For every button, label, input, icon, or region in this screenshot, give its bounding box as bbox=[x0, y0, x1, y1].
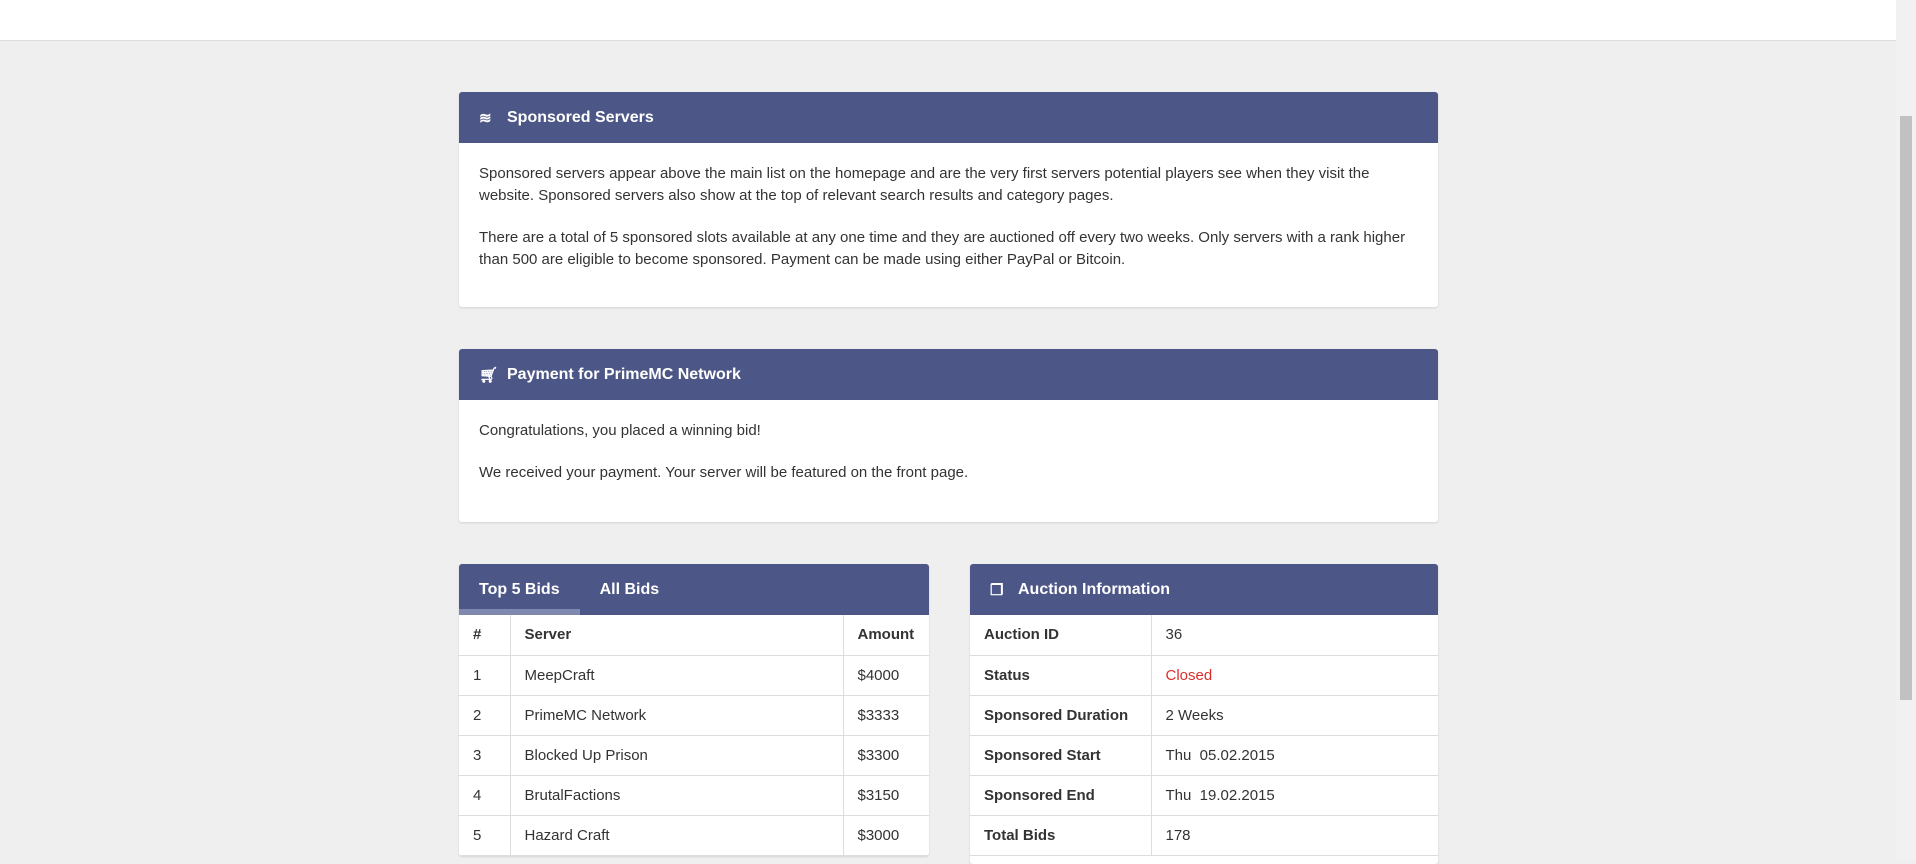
table-row: 3 Blocked Up Prison $3300 bbox=[459, 735, 929, 776]
bids-tabs: Top 5 Bids All Bids bbox=[459, 564, 929, 615]
amount: $4000 bbox=[842, 655, 929, 696]
server-name: Hazard Craft bbox=[509, 815, 843, 856]
table-row: 1 MeepCraft $4000 bbox=[459, 655, 929, 696]
info-value: 2 Weeks bbox=[1150, 695, 1438, 736]
panel-header: 🛒︎ Payment for PrimeMC Network bbox=[459, 349, 1438, 400]
tab-top-5-bids[interactable]: Top 5 Bids bbox=[459, 564, 580, 615]
server-name: Blocked Up Prison bbox=[509, 735, 843, 776]
table-header-row: # Server Amount bbox=[459, 615, 929, 656]
info-value: Thu 19.02.2015 bbox=[1150, 775, 1438, 816]
rank: 2 bbox=[459, 695, 510, 736]
layers-icon: ≋ bbox=[479, 109, 492, 127]
column-header: Server bbox=[509, 615, 843, 656]
info-value: 178 bbox=[1150, 815, 1438, 856]
tab-all-bids[interactable]: All Bids bbox=[599, 580, 660, 598]
cart-add-icon: 🛒︎ bbox=[479, 366, 499, 384]
info-label: Sponsored Duration bbox=[970, 695, 1151, 736]
paragraph: There are a total of 5 sponsored slots a… bbox=[479, 229, 1406, 268]
info-label: Total Bids bbox=[970, 815, 1151, 856]
sponsored-servers-panel: ≋ Sponsored Servers Sponsored servers app… bbox=[459, 92, 1438, 307]
rank: 1 bbox=[459, 655, 510, 696]
info-label: Sponsored Start bbox=[970, 735, 1151, 776]
panel-title: Payment for PrimeMC Network bbox=[507, 365, 741, 383]
panel-header: ❐ Auction Information bbox=[970, 564, 1438, 615]
rank: 3 bbox=[459, 735, 510, 776]
info-label: Sponsored End bbox=[970, 775, 1151, 816]
panel-header: ≋ Sponsored Servers bbox=[459, 92, 1438, 143]
status-value: Closed bbox=[1150, 655, 1438, 696]
amount: $3333 bbox=[842, 695, 929, 736]
info-row: Total Bids 178 bbox=[970, 815, 1438, 856]
copy-icon: ❐ bbox=[990, 581, 1004, 599]
info-label: Status bbox=[970, 655, 1151, 696]
info-row: Sponsored End Thu 19.02.2015 bbox=[970, 775, 1438, 816]
panel-title: Auction Information bbox=[1018, 580, 1170, 598]
paragraph: Congratulations, you placed a winning bi… bbox=[479, 422, 761, 439]
rank: 5 bbox=[459, 815, 510, 856]
table-row: 4 BrutalFactions $3150 bbox=[459, 775, 929, 816]
server-name: MeepCraft bbox=[509, 655, 843, 696]
amount: $3000 bbox=[842, 815, 929, 856]
info-label: Auction ID bbox=[970, 615, 1151, 656]
auction-info-panel: ❐ Auction Information Auction ID 36 Status… bbox=[970, 564, 1438, 864]
top-navbar bbox=[0, 0, 1896, 41]
table-row: 5 Hazard Craft $3000 bbox=[459, 815, 929, 856]
bids-panel: Top 5 Bids All Bids # Server Amount 1 MeepC… bbox=[459, 564, 929, 856]
info-row: Auction ID 36 bbox=[970, 615, 1438, 656]
auction-info-table: Auction ID 36 Status Closed Sponsored Dura… bbox=[970, 615, 1438, 856]
info-row: Status Closed bbox=[970, 655, 1438, 696]
payment-panel: 🛒︎ Payment for PrimeMC Network Congratula… bbox=[459, 349, 1438, 522]
panel-title: Sponsored Servers bbox=[507, 108, 654, 126]
info-row: Sponsored Duration 2 Weeks bbox=[970, 695, 1438, 736]
server-name: BrutalFactions bbox=[509, 775, 843, 816]
server-name: PrimeMC Network bbox=[509, 695, 843, 736]
amount: $3300 bbox=[842, 735, 929, 776]
scrollbar-thumb[interactable] bbox=[1900, 116, 1912, 700]
amount: $3150 bbox=[842, 775, 929, 816]
rank: 4 bbox=[459, 775, 510, 816]
info-value: Thu 05.02.2015 bbox=[1150, 735, 1438, 776]
scrollbar[interactable] bbox=[1896, 0, 1916, 859]
info-value: 36 bbox=[1150, 615, 1438, 656]
bids-table: # Server Amount 1 MeepCraft $4000 2 PrimeMC N… bbox=[459, 615, 929, 856]
table-row: 2 PrimeMC Network $3333 bbox=[459, 695, 929, 736]
column-header: # bbox=[459, 615, 510, 656]
paragraph: Sponsored servers appear above the main … bbox=[479, 165, 1370, 204]
paragraph: We received your payment. Your server wi… bbox=[479, 464, 969, 481]
info-row: Sponsored Start Thu 05.02.2015 bbox=[970, 735, 1438, 776]
column-header: Amount bbox=[842, 615, 929, 656]
